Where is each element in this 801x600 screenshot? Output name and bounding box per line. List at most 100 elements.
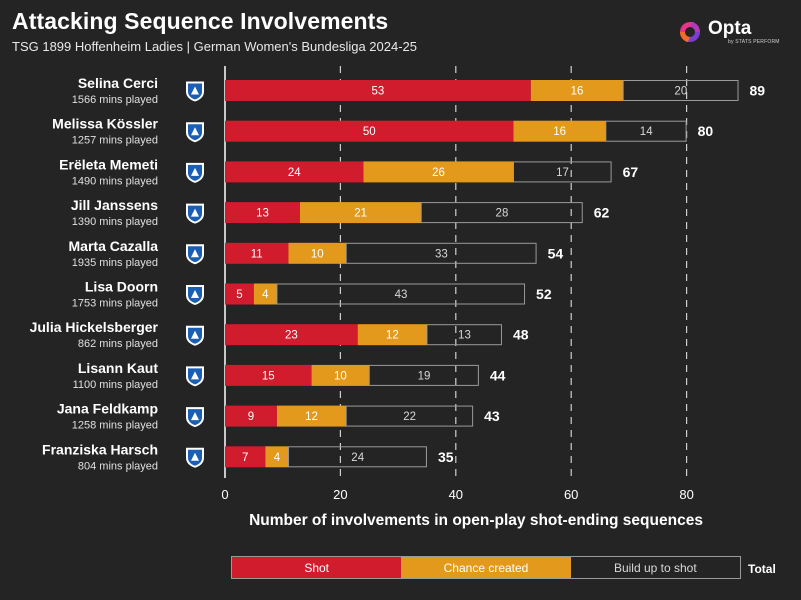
bar-segment-chance-created bbox=[363, 161, 514, 183]
bar-segment-build-up bbox=[605, 120, 687, 142]
hoffenheim-badge-icon bbox=[186, 447, 204, 468]
player-minutes: 1753 mins played bbox=[72, 298, 158, 310]
player-minutes: 862 mins played bbox=[78, 338, 158, 350]
data-label-build-up: 14 bbox=[640, 126, 653, 138]
data-label-chance-created: 12 bbox=[305, 411, 318, 423]
x-tick-label: 80 bbox=[679, 487, 693, 502]
data-label-build-up: 22 bbox=[403, 411, 416, 423]
chart-subtitle: TSG 1899 Hoffenheim Ladies | German Wome… bbox=[12, 39, 417, 54]
x-tick-label: 40 bbox=[449, 487, 463, 502]
bar-segment-build-up bbox=[287, 446, 427, 468]
data-label-chance-created: 16 bbox=[571, 86, 584, 98]
bar-segment-build-up bbox=[426, 324, 502, 346]
hoffenheim-badge-icon bbox=[186, 162, 204, 183]
opta-logo-text: Opta bbox=[708, 18, 752, 39]
player-minutes: 1935 mins played bbox=[72, 257, 158, 269]
data-label-build-up: 19 bbox=[418, 370, 431, 382]
bar-segment-chance-created bbox=[288, 242, 347, 264]
data-label-build-up: 24 bbox=[351, 452, 364, 464]
bar-segment-build-up bbox=[345, 242, 537, 264]
x-tick-label: 60 bbox=[564, 487, 578, 502]
data-label-shot: 23 bbox=[285, 330, 298, 342]
bar-segment-build-up bbox=[345, 405, 474, 427]
player-minutes: 1566 mins played bbox=[72, 94, 158, 106]
data-label-shot: 15 bbox=[262, 370, 275, 382]
total-label: 62 bbox=[594, 205, 610, 221]
opta-logo: Opta by STATS PERFORM bbox=[676, 16, 788, 50]
player-name: Lisann Kaut bbox=[78, 360, 158, 376]
bar-segment-chance-created bbox=[530, 80, 624, 101]
player-name: Erëleta Memeti bbox=[59, 156, 158, 172]
data-label-build-up: 20 bbox=[674, 86, 687, 98]
player-name: Julia Hickelsberger bbox=[30, 319, 159, 335]
data-label-shot: 53 bbox=[372, 86, 385, 98]
bar-segment-shot bbox=[225, 405, 277, 427]
hoffenheim-badge-icon bbox=[186, 244, 204, 265]
data-label-shot: 7 bbox=[242, 452, 248, 464]
player-minutes: 1390 mins played bbox=[72, 216, 158, 228]
bar-segment-build-up bbox=[276, 283, 526, 305]
chart-title: Attacking Sequence Involvements bbox=[12, 8, 389, 34]
player-minutes: 1258 mins played bbox=[72, 420, 158, 432]
hoffenheim-badge-icon bbox=[186, 122, 204, 143]
player-name: Jill Janssens bbox=[71, 197, 158, 213]
opta-logo-tagline: by STATS PERFORM bbox=[728, 39, 780, 45]
total-label: 48 bbox=[513, 327, 529, 343]
bar-segment-shot bbox=[225, 202, 301, 224]
player-name: Melissa Kössler bbox=[52, 116, 158, 132]
total-label: 89 bbox=[750, 83, 766, 99]
bar-segment-chance-created bbox=[265, 446, 289, 468]
data-label-build-up: 28 bbox=[496, 208, 509, 220]
stacked-bar-chart: 0 20 40 60 80 Selina Cerci 1566 mins played 53 1… bbox=[30, 66, 766, 502]
data-label-chance-created: 4 bbox=[274, 452, 281, 464]
x-tick-label: 0 bbox=[221, 487, 228, 502]
data-label-shot: 11 bbox=[251, 248, 263, 260]
data-label-build-up: 33 bbox=[435, 248, 448, 260]
hoffenheim-badge-icon bbox=[186, 407, 204, 428]
bar-segment-chance-created bbox=[253, 283, 277, 305]
bar-segment-build-up bbox=[368, 364, 479, 386]
hoffenheim-badge-icon bbox=[186, 366, 204, 387]
player-minutes: 1257 mins played bbox=[72, 135, 158, 147]
bar-segment-chance-created bbox=[513, 120, 606, 142]
bar-segment-shot bbox=[225, 446, 266, 468]
bar-segment-build-up bbox=[622, 80, 739, 101]
legend-item-chance-created: Chance created bbox=[401, 557, 571, 578]
bar-segment-shot bbox=[225, 80, 531, 101]
data-label-chance-created: 4 bbox=[262, 289, 269, 301]
hoffenheim-badge-icon bbox=[186, 325, 204, 346]
data-label-shot: 9 bbox=[248, 411, 254, 423]
legend-item-build-up: Build up to shot bbox=[613, 560, 697, 575]
player-name: Marta Cazalla bbox=[69, 238, 159, 254]
data-label-build-up: 43 bbox=[395, 289, 408, 301]
bar-segment-shot bbox=[225, 324, 358, 346]
legend-item-shot: Shot bbox=[232, 557, 402, 578]
data-label-chance-created: 10 bbox=[334, 370, 347, 382]
hoffenheim-badge-icon bbox=[186, 81, 204, 102]
bar-segment-chance-created bbox=[311, 364, 370, 386]
player-name: Lisa Doorn bbox=[85, 279, 158, 295]
x-tick-label: 20 bbox=[333, 487, 347, 502]
opta-logo-icon bbox=[679, 22, 701, 42]
total-label: 43 bbox=[484, 408, 500, 424]
bar-segment-chance-created bbox=[357, 324, 427, 346]
player-name: Selina Cerci bbox=[78, 75, 158, 91]
data-label-shot: 50 bbox=[363, 126, 376, 138]
data-label-build-up: 13 bbox=[458, 330, 471, 342]
data-label-shot: 24 bbox=[288, 167, 301, 179]
total-label: 35 bbox=[438, 449, 454, 465]
legend-total-label: Total bbox=[748, 562, 776, 576]
bar-segment-shot bbox=[225, 161, 364, 183]
bar-segment-shot bbox=[225, 283, 254, 305]
data-label-chance-created: 12 bbox=[386, 330, 399, 342]
bar-segment-chance-created bbox=[300, 202, 422, 224]
player-minutes: 804 mins played bbox=[78, 460, 158, 472]
bar-segment-chance-created bbox=[276, 405, 347, 427]
bar-segment-build-up bbox=[513, 161, 612, 183]
bar-segment-shot bbox=[225, 120, 514, 142]
total-label: 44 bbox=[490, 367, 506, 383]
player-name: Jana Feldkamp bbox=[57, 401, 158, 417]
data-label-build-up: 17 bbox=[556, 167, 569, 179]
x-axis-title: Number of involvements in open-play shot… bbox=[249, 512, 703, 529]
data-label-chance-created: 26 bbox=[432, 167, 445, 179]
